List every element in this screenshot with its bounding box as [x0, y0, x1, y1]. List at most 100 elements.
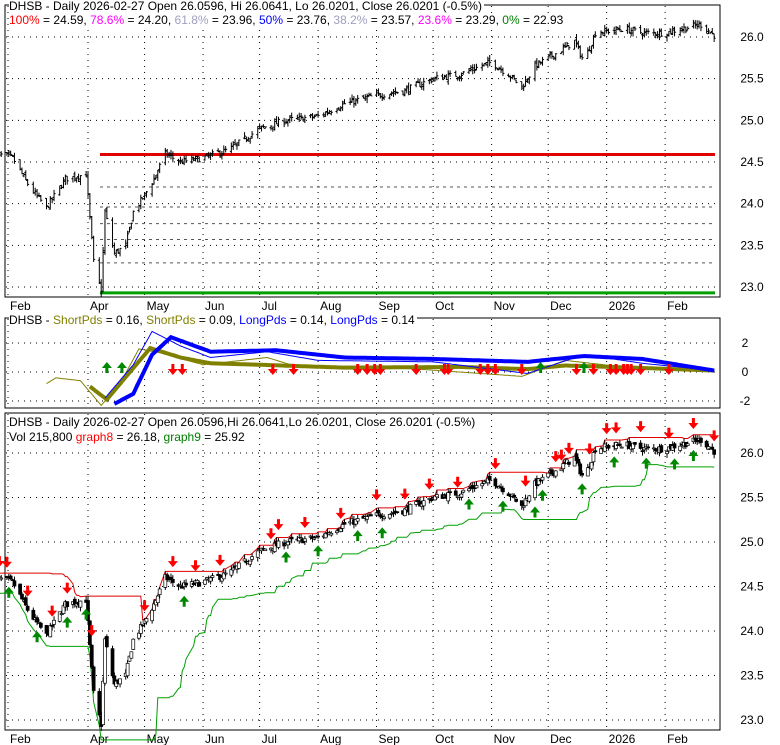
ohlc-bar — [356, 95, 360, 104]
candle-body — [272, 542, 277, 552]
ohlc-bar — [533, 60, 537, 82]
candle-body — [561, 463, 566, 470]
y-tick-label: 24.5 — [740, 580, 764, 594]
ohlc-bar — [578, 45, 582, 59]
candle-body — [20, 593, 24, 600]
candle-body — [203, 579, 207, 585]
sell-arrow-icon — [265, 528, 276, 540]
x-tick-label: Feb — [667, 732, 688, 745]
x-tick-label: Aug — [320, 732, 341, 745]
candle-body — [523, 498, 528, 507]
price-panel-title: DHSB - Daily 2026-02-27 Open 26.0596, Hi… — [9, 0, 484, 13]
candle-body — [65, 601, 70, 607]
candle-body — [527, 495, 532, 502]
ohlc-bar — [488, 55, 492, 67]
x-tick-label: Jul — [262, 299, 277, 313]
ohlc-bar — [550, 51, 554, 59]
candle-body — [474, 485, 479, 489]
ohlc-bar — [31, 181, 35, 194]
ohlc-bar — [710, 28, 714, 35]
ohlc-bar — [535, 58, 539, 71]
ohlc-bar — [309, 113, 313, 119]
x-tick-label: Dec — [550, 732, 571, 745]
ohlc-bar — [665, 33, 669, 42]
ohlc-bar — [390, 91, 394, 97]
x-tick-label: Feb — [667, 299, 688, 313]
x-tick-label: Dec — [550, 299, 571, 313]
ohlc-bar — [601, 31, 605, 36]
candle-body — [220, 577, 224, 582]
ohlc-bar — [656, 31, 660, 39]
ohlc-bar — [590, 45, 594, 54]
candle-body — [78, 600, 83, 608]
ohlc-bar — [448, 70, 452, 77]
y-tick-label: 25.5 — [740, 491, 764, 505]
buy-arrow-icon — [377, 527, 388, 539]
candle-body — [559, 468, 564, 472]
buy-arrow-icon — [352, 530, 363, 542]
ohlc-bar — [433, 76, 437, 82]
sell-arrow-icon — [362, 364, 373, 375]
ohlc-bar — [392, 89, 396, 98]
sell-arrow-icon — [490, 364, 501, 375]
ohlc-bar — [708, 32, 712, 34]
ohlc-bar — [263, 126, 267, 129]
y-tick-label: 26.0 — [740, 446, 764, 460]
ohlc-bar — [154, 174, 158, 180]
candle-body — [482, 481, 486, 484]
ohlc-bar — [352, 95, 356, 108]
ohlc-bar — [420, 81, 424, 90]
ohlc-bar — [11, 154, 15, 157]
osc-legend-value: = 0.14, — [289, 313, 327, 327]
candle-body — [57, 611, 62, 622]
ohlc-bar — [195, 155, 199, 163]
ohlc-bar — [669, 28, 673, 35]
x-tick-label: Apr — [90, 299, 109, 313]
buy-arrow-icon — [688, 449, 699, 461]
ohlc-bar — [88, 193, 92, 220]
panel-frame-1 — [4, 4, 721, 298]
candle-body — [619, 446, 624, 449]
ohlc-bar — [301, 116, 305, 122]
candle-body — [155, 595, 160, 603]
ohlc-bar — [167, 151, 171, 158]
ohlc-bar — [224, 146, 228, 153]
ohlc-bar — [129, 222, 133, 230]
ohlc-bar — [691, 19, 695, 29]
ohlc-bar — [105, 206, 109, 220]
candle-body — [204, 577, 209, 580]
fib-100-label: 100% — [9, 13, 40, 27]
ohlc-bar — [552, 55, 556, 61]
ohlc-bar — [369, 92, 373, 97]
oscillator-line — [113, 334, 715, 406]
fib-382-value: = 23.57, — [370, 13, 415, 27]
ohlc-bar — [0, 151, 3, 157]
candle-body — [342, 522, 347, 525]
fib-786-value: = 24.20, — [127, 13, 172, 27]
ohlc-bar — [112, 242, 116, 255]
candle-body — [355, 518, 360, 522]
ohlc-bar — [269, 125, 273, 131]
y-tick-label: 23.0 — [740, 280, 764, 294]
candle-body — [429, 498, 434, 502]
ohlc-bar — [220, 150, 224, 160]
ohlc-bar — [573, 39, 577, 50]
sell-arrow-icon — [62, 582, 73, 594]
buy-arrow-icon — [116, 362, 127, 373]
ohlc-bar — [203, 155, 207, 161]
buy-arrow-icon — [669, 458, 680, 470]
ohlc-bar — [576, 40, 580, 50]
buy-arrow-icon — [62, 616, 73, 628]
ohlc-bar — [510, 74, 514, 80]
ohlc-bar — [235, 142, 239, 150]
candle-body — [178, 584, 183, 587]
ohlc-bar — [326, 107, 330, 116]
ohlc-bar — [210, 149, 214, 157]
sell-arrow-icon — [482, 364, 493, 375]
oscillator-line — [104, 330, 715, 399]
sell-arrow-icon — [550, 451, 561, 463]
ohlc-bar — [124, 239, 128, 250]
ohlc-bar — [646, 28, 650, 35]
sell-arrow-icon — [267, 364, 278, 375]
candle-body — [365, 516, 369, 520]
